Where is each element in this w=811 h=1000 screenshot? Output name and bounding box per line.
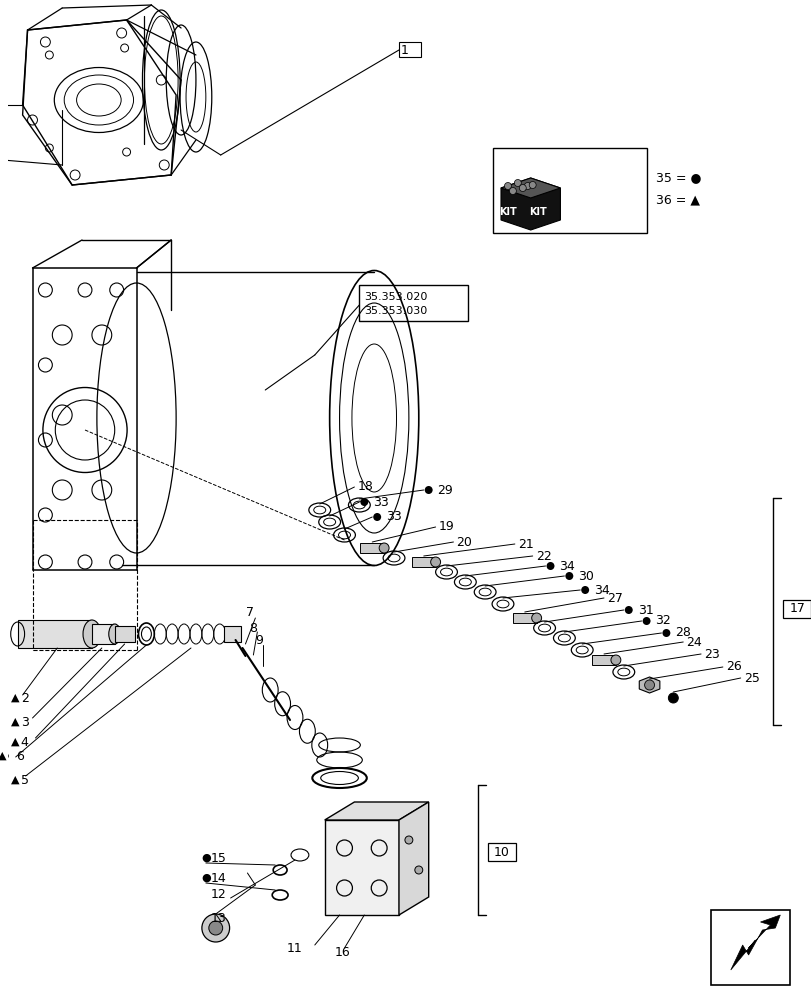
Text: ▲: ▲ [11, 737, 19, 747]
Text: 34: 34 [594, 584, 609, 596]
Text: 24: 24 [685, 636, 701, 648]
Text: 33: 33 [385, 510, 401, 524]
Circle shape [405, 836, 412, 844]
Circle shape [546, 562, 554, 570]
Text: 35.353.020: 35.353.020 [364, 292, 427, 302]
Text: 22: 22 [535, 550, 551, 562]
Text: 27: 27 [607, 591, 622, 604]
Circle shape [513, 180, 521, 186]
Circle shape [581, 586, 589, 594]
Text: 9: 9 [255, 635, 263, 648]
Bar [492, 148, 646, 233]
Circle shape [529, 182, 535, 188]
Text: ▲: ▲ [0, 751, 6, 761]
Text: 23: 23 [703, 648, 719, 660]
Polygon shape [398, 802, 428, 915]
Text: ▲: ▲ [11, 693, 19, 703]
Text: ●: ● [200, 853, 210, 863]
Bar [487, 843, 515, 861]
Polygon shape [411, 557, 435, 567]
Text: 31: 31 [637, 603, 653, 616]
Circle shape [2, 753, 9, 759]
Circle shape [531, 613, 541, 623]
Polygon shape [223, 626, 240, 642]
Circle shape [644, 680, 654, 690]
Text: 20: 20 [456, 536, 472, 548]
Circle shape [379, 543, 388, 553]
Circle shape [360, 498, 368, 506]
Text: 15: 15 [211, 852, 226, 864]
Text: ▲: ▲ [11, 775, 19, 785]
Text: 12: 12 [211, 888, 226, 902]
Bar [359, 285, 468, 321]
Circle shape [508, 188, 516, 194]
Text: 30: 30 [577, 570, 594, 582]
Text: ●: ● [200, 873, 210, 883]
Text: 5: 5 [20, 774, 28, 786]
Circle shape [662, 629, 670, 637]
Polygon shape [638, 677, 659, 693]
Text: 36 = ▲: 36 = ▲ [654, 194, 698, 207]
Polygon shape [591, 655, 615, 665]
Circle shape [430, 557, 440, 567]
Polygon shape [500, 178, 560, 230]
Circle shape [524, 182, 530, 190]
Circle shape [642, 617, 650, 625]
Text: 21: 21 [517, 538, 533, 550]
Text: 7: 7 [246, 606, 254, 619]
Text: 10: 10 [493, 846, 509, 858]
Polygon shape [360, 543, 384, 553]
Ellipse shape [109, 624, 121, 644]
Circle shape [564, 572, 573, 580]
Polygon shape [324, 802, 428, 820]
Circle shape [414, 866, 423, 874]
Text: 1: 1 [401, 43, 408, 56]
Text: 33: 33 [373, 495, 388, 508]
Text: 18: 18 [357, 481, 373, 493]
Text: 14: 14 [211, 871, 226, 884]
Text: 35 = ●: 35 = ● [654, 172, 700, 184]
Text: 35.353.030: 35.353.030 [364, 306, 427, 316]
Text: 8: 8 [249, 621, 257, 635]
Polygon shape [92, 624, 114, 644]
Bar [398, 42, 420, 57]
Circle shape [667, 693, 677, 703]
Text: 25: 25 [743, 672, 758, 684]
Circle shape [624, 606, 632, 614]
Polygon shape [18, 620, 92, 648]
Circle shape [519, 184, 526, 192]
Text: 13: 13 [211, 912, 226, 924]
Polygon shape [500, 178, 560, 198]
Text: 6: 6 [15, 750, 24, 762]
Circle shape [373, 513, 380, 521]
Circle shape [424, 486, 432, 494]
Text: 4: 4 [20, 736, 28, 748]
Polygon shape [324, 820, 398, 915]
Circle shape [610, 655, 620, 665]
Polygon shape [730, 915, 779, 970]
Bar [710, 910, 789, 985]
Circle shape [504, 182, 511, 190]
Text: 2: 2 [20, 692, 28, 704]
Text: 26: 26 [725, 660, 740, 674]
Text: 28: 28 [675, 626, 690, 640]
Polygon shape [114, 626, 135, 642]
Text: 11: 11 [287, 942, 303, 954]
Text: 17: 17 [788, 602, 804, 615]
Text: 3: 3 [20, 716, 28, 728]
Circle shape [208, 921, 222, 935]
Polygon shape [513, 613, 536, 623]
Bar [783, 600, 810, 618]
Text: 19: 19 [438, 520, 454, 534]
Text: ▲: ▲ [11, 717, 19, 727]
Circle shape [202, 914, 230, 942]
Text: 32: 32 [654, 614, 671, 628]
Text: 16: 16 [334, 946, 350, 958]
Text: KIT: KIT [528, 207, 546, 217]
Text: 29: 29 [437, 484, 453, 496]
Text: 34: 34 [559, 560, 574, 572]
Text: KIT: KIT [499, 207, 516, 217]
Ellipse shape [83, 620, 101, 648]
